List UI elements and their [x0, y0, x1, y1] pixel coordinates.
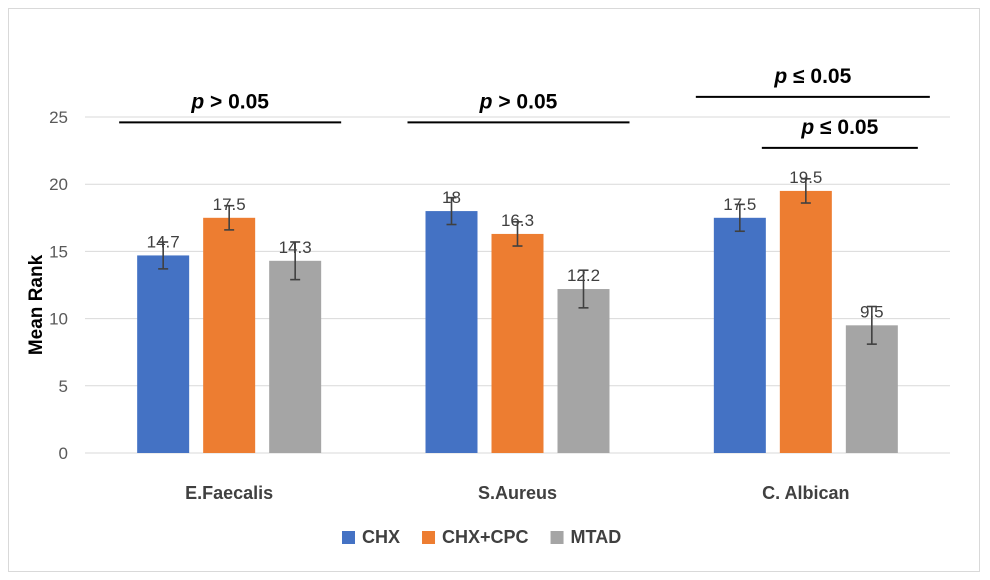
data-label: 17.5 — [723, 195, 756, 214]
legend-label: CHX+CPC — [442, 527, 529, 547]
y-tick-label: 0 — [59, 444, 68, 463]
data-label: 16.3 — [501, 211, 534, 230]
p-symbol: p — [190, 90, 204, 113]
y-tick-label: 15 — [49, 242, 68, 261]
data-label: 17.5 — [213, 195, 246, 214]
x-category-label: C. Albican — [762, 483, 849, 503]
legend-swatch — [422, 531, 435, 544]
p-value-text: ≤ 0.05 — [814, 116, 878, 139]
p-value-text: ≤ 0.05 — [787, 65, 851, 88]
data-label: 14.7 — [147, 232, 180, 251]
p-value-text: > 0.05 — [493, 90, 558, 113]
y-tick-label: 25 — [49, 108, 68, 127]
bar-chx — [714, 218, 766, 453]
y-tick-label: 5 — [59, 377, 68, 396]
bar-chx-cpc — [492, 234, 544, 453]
data-label: 18 — [442, 188, 461, 207]
y-axis-label: Mean Rank — [26, 254, 47, 355]
x-category-label: E.Faecalis — [185, 483, 273, 503]
y-tick-label: 10 — [49, 310, 68, 329]
legend-label: CHX — [362, 527, 400, 547]
legend-swatch — [551, 531, 564, 544]
legend-swatch — [342, 531, 355, 544]
legend-label: MTAD — [571, 527, 622, 547]
bar-chx-cpc — [203, 218, 255, 453]
data-label: 12.2 — [567, 266, 600, 285]
bar-mtad — [558, 289, 610, 453]
data-label: 14.3 — [279, 238, 312, 257]
bar-chx — [426, 211, 478, 453]
significance-label: p ≤ 0.05 — [773, 65, 851, 88]
significance-label: p > 0.05 — [479, 90, 558, 113]
significance-label: p ≤ 0.05 — [800, 116, 878, 139]
bar-chx-cpc — [780, 191, 832, 453]
data-label: 9.5 — [860, 302, 884, 321]
p-symbol: p — [479, 90, 493, 113]
data-label: 19.5 — [789, 168, 822, 187]
y-tick-label: 20 — [49, 175, 68, 194]
significance-label: p > 0.05 — [190, 90, 269, 113]
bar-chx — [137, 255, 189, 453]
p-symbol: p — [773, 65, 787, 88]
x-category-label: S.Aureus — [478, 483, 557, 503]
p-symbol: p — [800, 116, 814, 139]
bar-mtad — [269, 261, 321, 453]
p-value-text: > 0.05 — [204, 90, 269, 113]
